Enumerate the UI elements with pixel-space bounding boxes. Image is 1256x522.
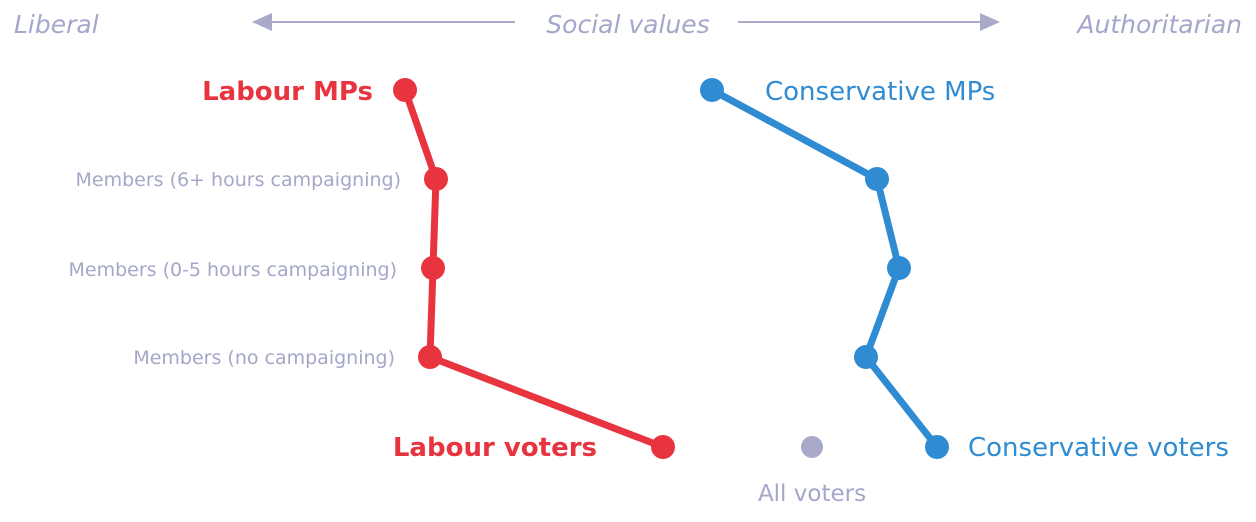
row-label-no-campaigning: Members (no campaigning) <box>133 347 395 369</box>
axis-right-label: Authoritarian <box>1075 10 1242 39</box>
series <box>393 78 949 459</box>
row-label-6plus-hours: Members (6+ hours campaigning) <box>76 169 402 191</box>
axis: Liberal Social values Authoritarian <box>14 10 1242 39</box>
labour-point-members-no-campaigning <box>418 345 442 369</box>
conservative-mps-label: Conservative MPs <box>765 77 995 107</box>
conservative-point-mps <box>700 78 724 102</box>
row-labels: Members (6+ hours campaigning) Members (… <box>68 169 401 369</box>
labour-voters-label: Labour voters <box>393 433 597 463</box>
conservative-point-members-0-5-hours <box>887 256 911 280</box>
conservative-point-members-6plus-hours <box>865 167 889 191</box>
labour-mps-label: Labour MPs <box>202 77 373 107</box>
conservative-voters-label: Conservative voters <box>968 433 1229 463</box>
all-voters-label: All voters <box>758 481 866 507</box>
conservative-point-members-no-campaigning <box>854 345 878 369</box>
conservative-point-voters <box>925 435 949 459</box>
axis-right-arrowhead <box>980 13 1000 31</box>
labour-point-members-6plus-hours <box>424 167 448 191</box>
axis-left-arrowhead <box>252 13 272 31</box>
axis-left-label: Liberal <box>14 10 99 39</box>
labour-point-voters <box>651 435 675 459</box>
labour-point-members-0-5-hours <box>421 256 445 280</box>
series-labels: Labour MPs Labour voters Conservative MP… <box>202 77 1229 507</box>
all-voters-point <box>801 436 823 458</box>
labour-point-mps <box>393 78 417 102</box>
row-label-0-5-hours: Members (0-5 hours campaigning) <box>68 259 397 281</box>
axis-title: Social values <box>546 10 709 39</box>
